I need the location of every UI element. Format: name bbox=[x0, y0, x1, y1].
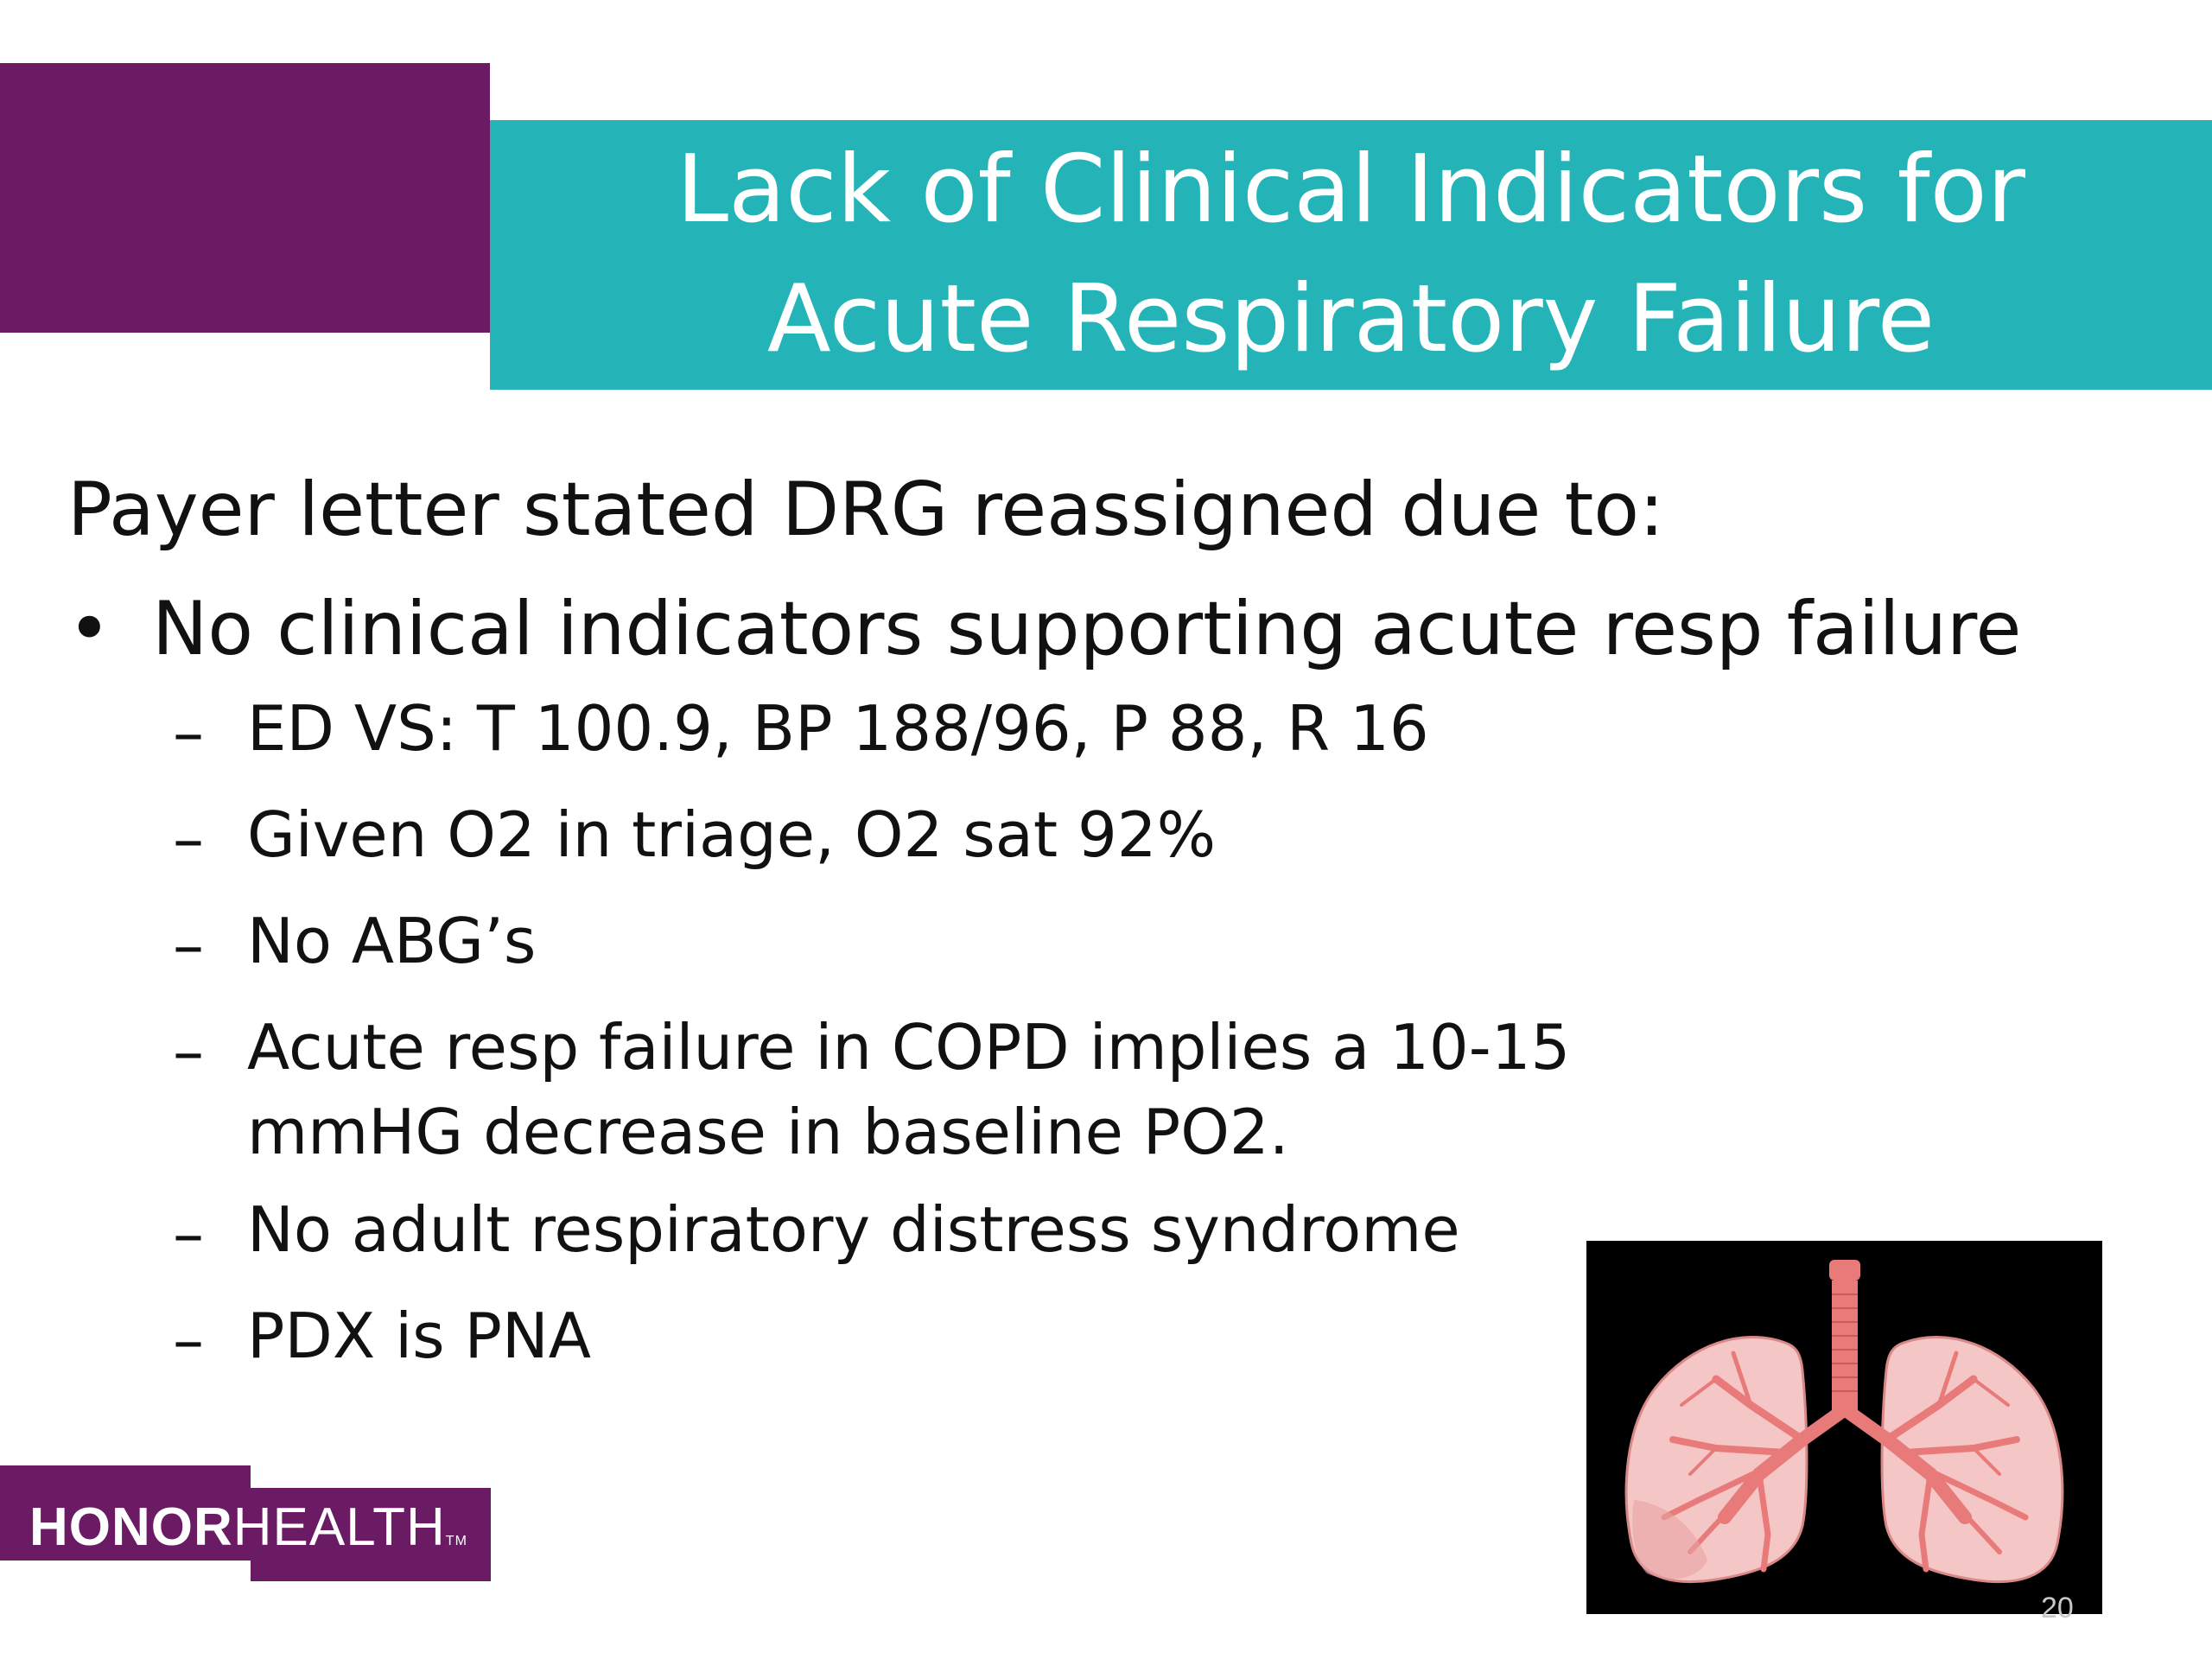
sub-item-dash: – bbox=[173, 803, 204, 875]
sub-item: – ED VS: T 100.9, BP 188/96, P 88, R 16 bbox=[173, 686, 2124, 779]
sub-item-dash: – bbox=[173, 1015, 204, 1088]
sub-item: – No adult respiratory distress syndrome bbox=[173, 1187, 2124, 1281]
sub-item-dash: – bbox=[173, 1304, 204, 1376]
sub-item-text: No adult respiratory distress syndrome bbox=[247, 1193, 1460, 1266]
bullet-text: No clinical indicators supporting acute … bbox=[152, 586, 2022, 672]
logo-text-light: HEALTH bbox=[232, 1497, 446, 1557]
logo-background-tab bbox=[251, 1488, 491, 1581]
page-number: 20 bbox=[2041, 1592, 2074, 1624]
slide-body: Payer letter stated DRG reassigned due t… bbox=[67, 458, 2124, 1400]
slide-title-line-1: Lack of Clinical Indicators for bbox=[676, 136, 2026, 244]
sub-item-list: – ED VS: T 100.9, BP 188/96, P 88, R 16 … bbox=[173, 686, 2124, 1387]
sub-item: – No ABG’s bbox=[173, 899, 2124, 992]
sub-item: – Given O2 in triage, O2 sat 92% bbox=[173, 792, 2124, 886]
title-banner: Lack of Clinical Indicators for Acute Re… bbox=[490, 120, 2212, 390]
logo-background bbox=[0, 1465, 251, 1560]
sub-item: – PDX is PNA bbox=[173, 1294, 2124, 1387]
sub-item-text: Given O2 in triage, O2 sat 92% bbox=[247, 798, 1216, 871]
bullet-item: • No clinical indicators supporting acut… bbox=[67, 577, 2124, 681]
honorhealth-logo: HONORHEALTHTM bbox=[29, 1493, 467, 1562]
bullet-marker: • bbox=[67, 586, 111, 672]
sub-item-dash: – bbox=[173, 1198, 204, 1270]
sub-item-text: PDX is PNA bbox=[247, 1300, 592, 1372]
intro-text: Payer letter stated DRG reassigned due t… bbox=[67, 467, 1664, 553]
header-accent-block bbox=[0, 63, 490, 333]
slide-title-line-2: Acute Respiratory Failure bbox=[766, 265, 1936, 373]
sub-item-text: ED VS: T 100.9, BP 188/96, P 88, R 16 bbox=[247, 692, 1429, 765]
sub-item-text: Acute resp failure in COPD implies a 10-… bbox=[247, 1011, 1571, 1168]
sub-item-text: No ABG’s bbox=[247, 905, 537, 977]
logo-text-bold: HONOR bbox=[29, 1497, 233, 1557]
lungs-icon bbox=[1624, 1260, 2064, 1583]
sub-item-dash: – bbox=[173, 909, 204, 982]
lung-illustration bbox=[1586, 1241, 2102, 1614]
sub-item: – Acute resp failure in COPD implies a 1… bbox=[173, 1005, 2124, 1174]
logo-trademark: TM bbox=[445, 1534, 467, 1548]
sub-item-dash: – bbox=[173, 696, 204, 769]
